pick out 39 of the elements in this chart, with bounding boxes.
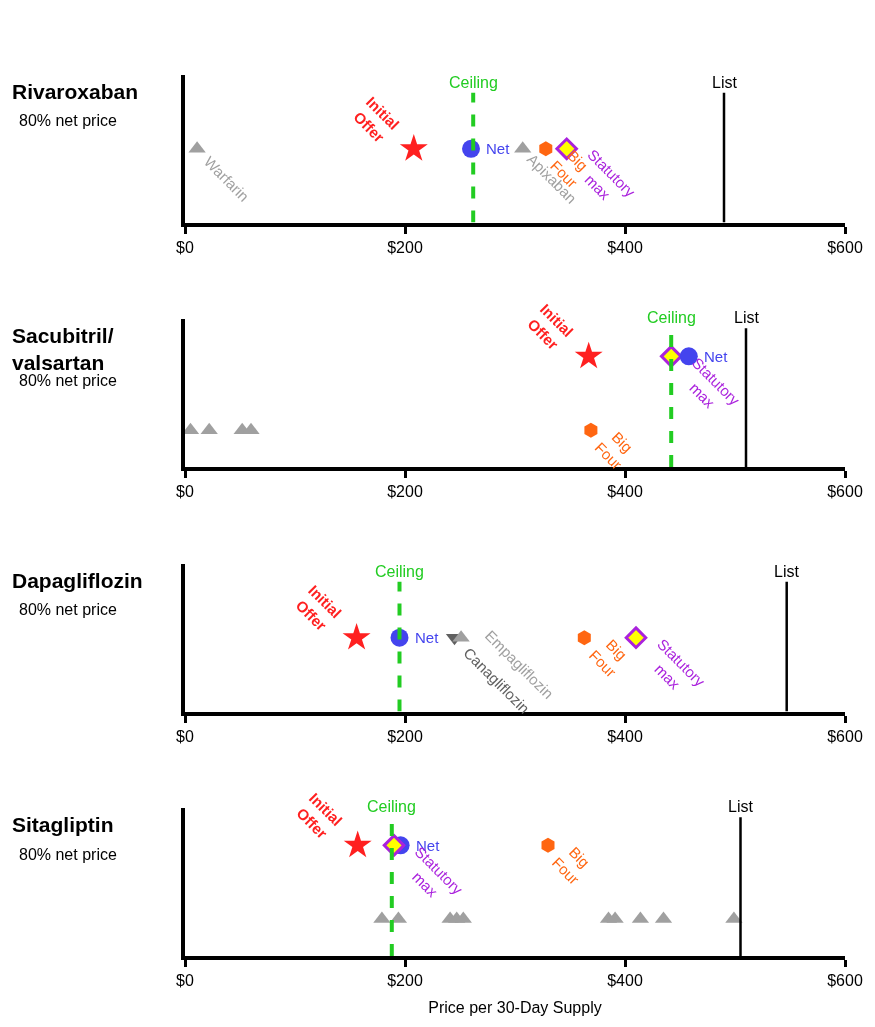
x-tick-label: $600 — [827, 238, 863, 256]
x-tick-label: $200 — [387, 972, 423, 990]
series-label: Net — [486, 140, 511, 157]
x-tick-label: $0 — [176, 238, 194, 256]
point — [343, 830, 372, 858]
ref-line-label: List — [734, 309, 760, 326]
x-axis-title: Price per 30-Day Supply — [428, 999, 602, 1017]
x-tick-label: $200 — [387, 727, 423, 745]
text: 80% net price — [19, 601, 117, 618]
text: 80% net price — [19, 112, 117, 129]
chart-title: Sitagliptin — [12, 813, 114, 836]
text: 80% net price — [19, 846, 117, 863]
x-tick-label: $0 — [176, 483, 194, 501]
point — [541, 837, 555, 853]
ref-line-label: Ceiling — [375, 563, 424, 580]
x-tick-label: $600 — [827, 727, 863, 745]
chart-title: Rivaroxaban — [12, 80, 139, 103]
x-tick-label: $400 — [607, 972, 643, 990]
text: 80% net price — [19, 372, 117, 389]
ref-line-label: List — [728, 798, 754, 815]
x-tick-label: $200 — [387, 238, 423, 256]
point — [574, 341, 603, 369]
x-tick-label: $0 — [176, 972, 194, 990]
chart-title: Dapagliflozin — [12, 569, 143, 592]
ref-line-label: Ceiling — [647, 309, 696, 326]
x-tick-label: $400 — [607, 238, 643, 256]
x-tick-label: $400 — [607, 727, 643, 745]
chart-title: Sacubitril/ valsartan — [12, 324, 114, 375]
x-tick-label: $600 — [827, 483, 863, 501]
x-tick-label: $600 — [827, 972, 863, 990]
ref-line-label: Ceiling — [367, 798, 416, 815]
x-tick-label: $200 — [387, 483, 423, 501]
point — [584, 422, 598, 438]
x-tick-label: $0 — [176, 727, 194, 745]
ref-line-label: List — [774, 563, 800, 580]
ref-line-label: Ceiling — [449, 74, 498, 91]
series-label: Net — [415, 629, 440, 646]
ref-line-label: List — [712, 74, 738, 91]
x-tick-label: $400 — [607, 483, 643, 501]
